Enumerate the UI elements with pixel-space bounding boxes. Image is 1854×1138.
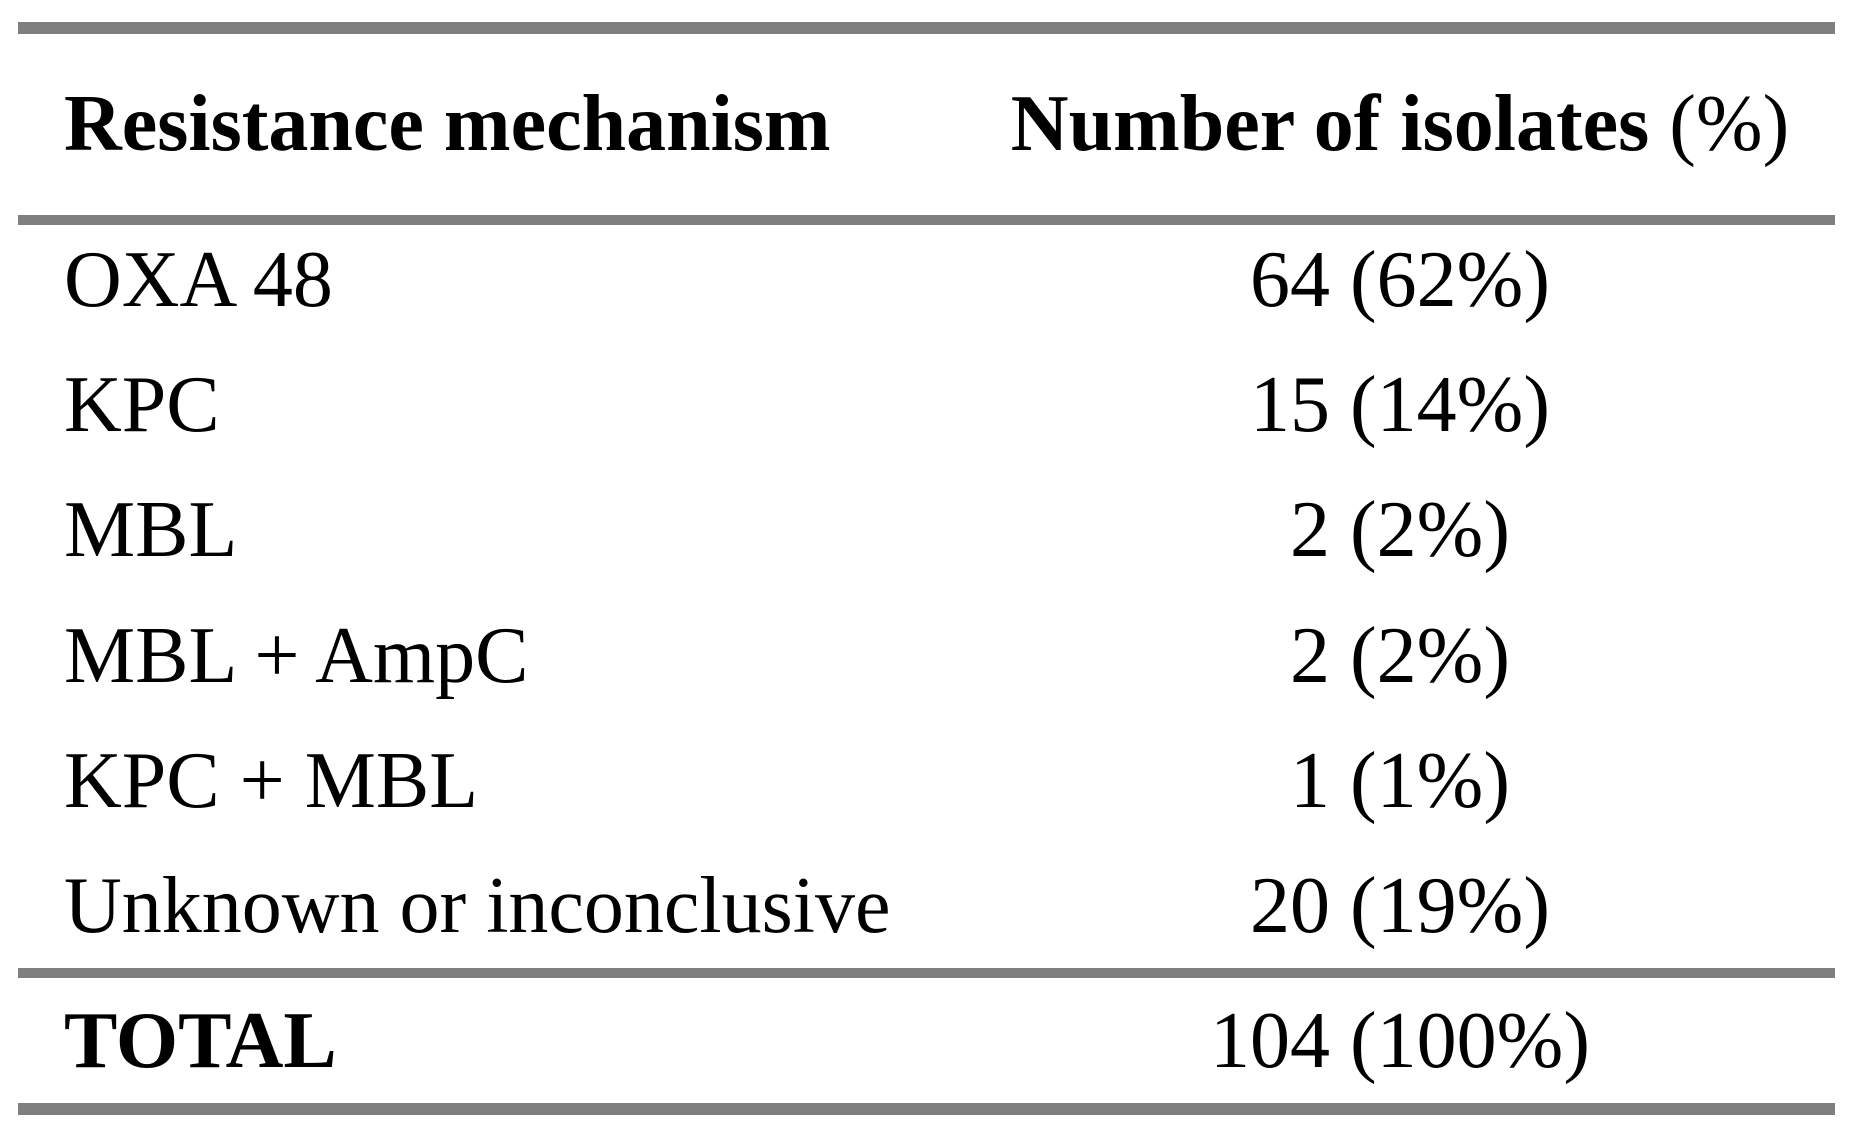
isolates-cell: 15 (14%): [1250, 361, 1550, 449]
mechanism-cell: Unknown or inconclusive: [64, 862, 891, 950]
table-row: MBL + AmpC 2 (2%): [0, 616, 1854, 696]
mechanism-cell: MBL + AmpC: [64, 612, 529, 700]
mechanism-cell: KPC + MBL: [64, 737, 479, 825]
column-header-percent-suffix: (%): [1649, 80, 1790, 168]
table-bottom-border: [18, 1103, 1835, 1115]
isolates-cell: 64 (62%): [1250, 236, 1550, 324]
table-row: KPC + MBL 1 (1%): [0, 741, 1854, 821]
table-row: OXA 48 64 (62%): [0, 240, 1854, 320]
mechanism-cell: MBL: [64, 486, 238, 574]
mechanism-cell: KPC: [64, 361, 220, 449]
table-row: KPC 15 (14%): [0, 365, 1854, 445]
table-header-row: Resistance mechanism Number of isolates …: [0, 84, 1854, 164]
isolates-cell: 2 (2%): [1290, 486, 1510, 574]
header-divider: [18, 215, 1835, 225]
table-total-row: TOTAL 104 (100%): [0, 1001, 1854, 1081]
total-divider: [18, 968, 1835, 978]
total-value: 104 (100%): [1210, 997, 1590, 1085]
table-top-border: [18, 22, 1835, 34]
column-header-resistance-mechanism: Resistance mechanism: [64, 80, 831, 168]
isolates-cell: 2 (2%): [1290, 612, 1510, 700]
isolates-cell: 20 (19%): [1250, 862, 1550, 950]
mechanism-cell: OXA 48: [64, 236, 333, 324]
table-row: MBL 2 (2%): [0, 490, 1854, 570]
table-row: Unknown or inconclusive 20 (19%): [0, 866, 1854, 946]
isolates-cell: 1 (1%): [1290, 737, 1510, 825]
column-header-number-of-isolates: Number of isolates (%): [1011, 84, 1789, 164]
column-header-number-of-isolates-label: Number of isolates: [1010, 80, 1650, 168]
total-label: TOTAL: [64, 997, 337, 1085]
